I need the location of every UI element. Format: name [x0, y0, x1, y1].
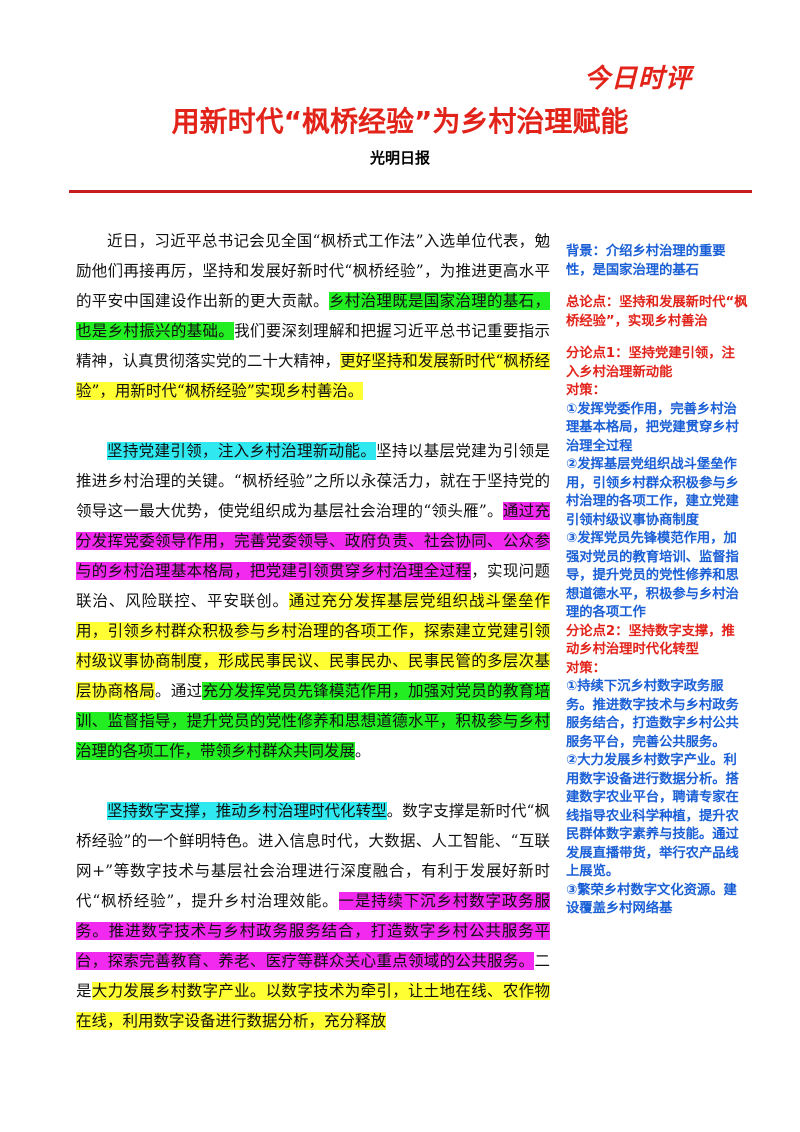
body-text: 。 [355, 742, 371, 760]
note-item: ②大力发展乡村数字产业。利用数字设备进行数据分析。搭建数字农业平台，聘请专家在线… [566, 753, 739, 879]
paragraph-digital-support: 坚持数字支撑，推动乡村治理时代化转型。数字支撑是新时代“枫桥经验”的一个鲜明特色… [76, 796, 550, 1036]
article-source: 光明日报 [369, 149, 430, 167]
title-divider [69, 190, 752, 193]
note-item: ①持续下沉乡村数字政务服务。推进数字技术与乡村政务服务结合，打造数字乡村公共服务… [566, 679, 739, 750]
annotation-sidebar: 背景：介绍乡村治理的重要性，是国家治理的基石 总论点：坚持和发展新时代“枫桥经验… [566, 243, 748, 919]
note-background: 背景：介绍乡村治理的重要性，是国家治理的基石 [566, 244, 726, 278]
section-heading-1: 坚持党建引领，注入乡村治理新动能。 [107, 442, 377, 460]
note-item: ②发挥基层党组织战斗堡垒作用，引领乡村群众积极参与乡村治理的各项工作，建立党建引… [566, 457, 739, 528]
body-text: 二是 [76, 952, 550, 1000]
note-subpoint-1: 分论点1：坚持党建引领，注入乡村治理新动能 [566, 346, 735, 380]
article-title: 用新时代“枫桥经验”为乡村治理赋能 [171, 105, 629, 138]
brand-logo: 今日时评 [584, 64, 693, 94]
body-text: 。通过 [155, 682, 203, 700]
article-body: 近日，习近平总书记会见全国“枫桥式工作法”入选单位代表，勉励他们再接再厉，坚持和… [76, 226, 550, 1066]
body-text: 。数字支撑是新时代“枫桥经验”的一个鲜明特色。进入信息时代，大数据、人工智能、“… [76, 802, 550, 910]
intro-text-2: 我们要深刻理解和把握习近平总书记重要指示精神，认真贯彻落实党的二十大精神， [76, 322, 550, 370]
body-text: 坚持以基层党建为引领是推进乡村治理的关键。“枫桥经验”之所以永葆活力，就在于坚持… [76, 442, 550, 520]
paragraph-party-leadership: 坚持党建引领，注入乡村治理新动能。坚持以基层党建为引领是推进乡村治理的关键。“枫… [76, 436, 550, 766]
note-countermeasure-label: 对策： [566, 383, 606, 398]
note-countermeasure-label: 对策： [566, 660, 606, 676]
body-text: ，实现问题联治、风险联控、平安联创。 [76, 562, 550, 610]
highlight-yellow: 大力发展乡村数字产业。以数字技术为牵引，让土地在线、农作物在线，利用数字设备进行… [76, 982, 550, 1030]
intro-text: 近日，习近平总书记会见全国“枫桥式工作法”入选单位代表，勉励他们再接再厉，坚持和… [76, 232, 550, 310]
section-heading-2: 坚持数字支撑，推动乡村治理时代化转型 [107, 802, 387, 820]
note-item: ③繁荣乡村数字文化资源。建设覆盖乡村网络基 [566, 882, 737, 917]
note-item: ③发挥党员先锋模范作用，加强对党员的教育培训、监督指导，提升党员的党性修养和思想… [566, 531, 739, 620]
note-thesis: 总论点：坚持和发展新时代“枫桥经验”，实现乡村善治 [566, 295, 748, 329]
paragraph-intro: 近日，习近平总书记会见全国“枫桥式工作法”入选单位代表，勉励他们再接再厉，坚持和… [76, 226, 550, 406]
note-item: ①发挥党委作用，完善乡村治理基本格局，把党建贯穿乡村治理全过程 [566, 401, 739, 454]
note-subpoint-2: 分论点2：坚持数字支撑，推动乡村治理时代化转型 [566, 623, 735, 658]
